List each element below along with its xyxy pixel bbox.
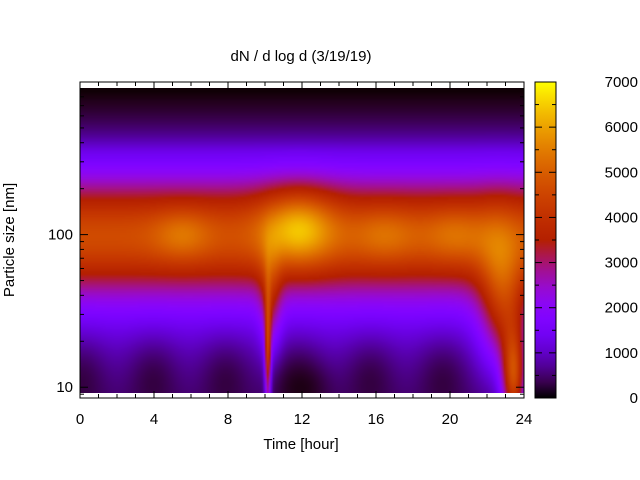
colorbar-tick-label: 2000	[605, 300, 638, 317]
x-tick-label: 0	[76, 411, 84, 428]
y-axis: 10 100	[48, 81, 524, 396]
x-tick-label: 16	[368, 411, 385, 428]
x-axis: 0 4 8 12 16 20 24	[76, 82, 533, 428]
colorbar-tick-label: 3000	[605, 255, 638, 272]
colorbar-tick-label: 7000	[605, 74, 638, 91]
y-tick-label: 100	[48, 227, 73, 244]
x-tick-label: 4	[150, 411, 158, 428]
x-axis-label: Time [hour]	[263, 436, 338, 453]
colorbar-axis: 0 1000 2000 3000 4000 5000 6000 7000	[535, 74, 638, 407]
colorbar-tick-label: 6000	[605, 119, 638, 136]
colorbar-tick-label: 4000	[605, 209, 638, 226]
heatmap-image	[80, 88, 524, 393]
chart-title: dN / d log d (3/19/19)	[231, 48, 372, 65]
y-axis-label: Particle size [nm]	[1, 183, 18, 297]
colorbar-tick-label: 0	[630, 390, 638, 407]
x-tick-label: 8	[224, 411, 232, 428]
x-tick-label: 12	[294, 411, 311, 428]
x-tick-label: 20	[442, 411, 459, 428]
x-tick-label: 24	[516, 411, 533, 428]
colorbar-tick-label: 1000	[605, 345, 638, 362]
y-tick-label: 10	[56, 379, 73, 396]
heatmap	[80, 88, 524, 393]
colorbar-tick-label: 5000	[605, 164, 638, 181]
